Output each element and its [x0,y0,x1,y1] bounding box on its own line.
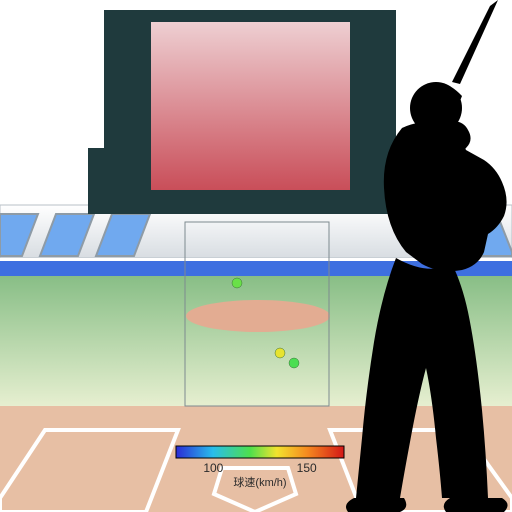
pitchers-mound [186,300,330,332]
colorbar-tick: 150 [297,461,317,475]
colorbar-tick: 100 [203,461,223,475]
colorbar [176,446,344,458]
pitch-marker [275,348,285,358]
pitch-marker [232,278,242,288]
scoreboard-screen [151,22,350,190]
pitch-location-chart: 100 150 球速(km/h) [0,0,512,512]
pitch-marker [289,358,299,368]
colorbar-label: 球速(km/h) [233,475,286,489]
